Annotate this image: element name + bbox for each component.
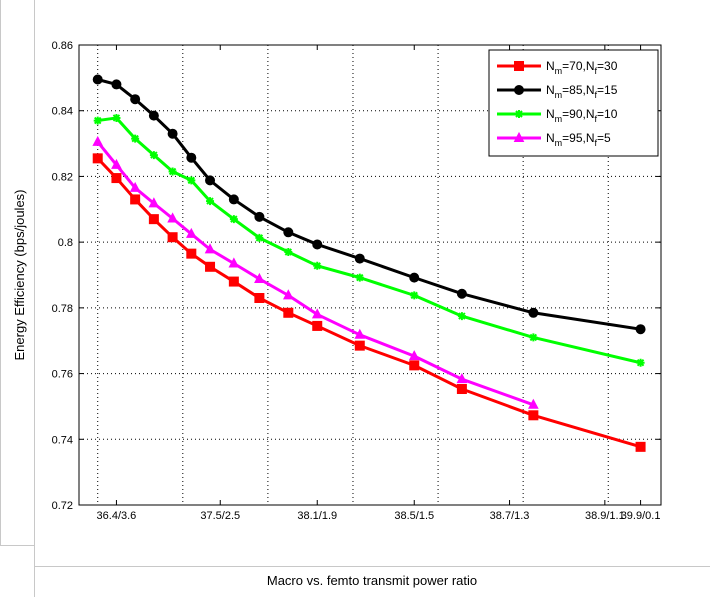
y-tick-label: 0.72 [52, 500, 73, 512]
data-point-3 [354, 328, 366, 339]
data-point-1 [167, 128, 178, 139]
plot-frame [78, 44, 662, 506]
x-tick-label: 39.9/0.1 [621, 510, 661, 522]
data-point-3 [228, 257, 240, 268]
data-point-2 [168, 167, 177, 176]
data-point-0 [283, 307, 294, 318]
figure-frame-left [34, 0, 35, 597]
data-point-1 [283, 227, 294, 238]
y-tick-label: 0.76 [52, 369, 73, 381]
data-point-1 [354, 253, 365, 264]
data-point-3 [528, 398, 539, 409]
data-point-2 [410, 291, 419, 300]
x-tick-label: 38.5/1.5 [394, 510, 434, 522]
x-tick-label: 38.1/1.9 [297, 510, 337, 522]
data-point-0 [167, 232, 178, 243]
y-tick-label: 0.78 [52, 303, 73, 315]
legend-marker-3 [513, 131, 525, 142]
data-point-2 [636, 358, 645, 367]
x-tick-label: 38.7/1.3 [490, 510, 530, 522]
data-point-1 [111, 79, 122, 90]
x-axis-label: Macro vs. femto transmit power ratio [267, 573, 477, 588]
data-point-0 [111, 173, 122, 184]
data-point-3 [185, 227, 197, 238]
data-point-3 [282, 289, 294, 300]
figure-frame-left-outer [0, 0, 1, 545]
data-point-0 [130, 194, 141, 205]
series-line-2 [97, 116, 641, 365]
data-point-2 [255, 233, 264, 242]
data-point-3 [456, 373, 468, 384]
data-point-2 [313, 261, 322, 270]
data-point-2 [284, 248, 293, 256]
data-point-1 [205, 175, 216, 186]
data-point-2 [457, 312, 466, 321]
y-tick-label: 0.74 [52, 434, 73, 446]
data-point-0 [312, 320, 323, 331]
data-point-3 [92, 135, 104, 146]
data-point-0 [635, 441, 646, 452]
y-tick-label: 0.84 [52, 106, 73, 118]
legend-label-2: Nm=90,Nf=10 [546, 107, 618, 124]
data-point-3 [129, 181, 141, 192]
legend-marker-2 [515, 110, 523, 118]
x-tick-label: 38.9/1.1 [585, 510, 625, 522]
data-point-0 [354, 340, 365, 351]
y-tick-label: 0.8 [58, 237, 73, 249]
data-point-1 [254, 211, 265, 222]
legend-marker-1 [514, 85, 524, 95]
data-point-1 [130, 94, 141, 105]
data-point-0 [456, 384, 467, 395]
y-tick-label: 0.86 [52, 40, 73, 52]
data-point-1 [456, 288, 467, 299]
data-point-2 [206, 197, 215, 206]
data-point-2 [187, 176, 196, 185]
data-point-1 [312, 239, 323, 250]
y-axis-label: Energy Efficiency (bps/joules) [12, 189, 27, 360]
series-line-0 [96, 157, 642, 449]
data-point-2 [93, 116, 102, 125]
legend-marker-0 [514, 61, 524, 71]
y-tick-label: 0.82 [52, 171, 73, 183]
data-point-1 [635, 324, 646, 335]
data-point-2 [131, 134, 140, 143]
data-point-0 [409, 360, 420, 371]
legend-label-3: Nm=95,Nf=5 [546, 131, 611, 148]
data-point-0 [254, 293, 265, 303]
x-tick-label: 36.4/3.6 [97, 510, 137, 522]
data-point-3 [148, 197, 160, 208]
legend-label-1: Nm=85,Nf=15 [546, 83, 618, 100]
data-point-2 [355, 273, 364, 282]
data-point-3 [111, 158, 122, 169]
data-point-2 [112, 113, 121, 122]
data-point-1 [148, 110, 159, 121]
data-point-0 [205, 261, 216, 272]
x-tick-label: 37.5/2.5 [200, 510, 240, 522]
legend-label-0: Nm=70,Nf=30 [546, 59, 618, 76]
data-point-0 [528, 410, 539, 421]
data-point-0 [148, 214, 159, 225]
data-point-3 [204, 243, 216, 254]
data-point-3 [408, 350, 420, 361]
data-point-0 [228, 276, 239, 287]
data-point-2 [229, 215, 238, 224]
data-point-1 [92, 74, 103, 85]
data-point-1 [409, 272, 420, 283]
series-line-1 [97, 78, 641, 331]
data-point-1 [528, 307, 539, 318]
data-point-3 [167, 212, 178, 223]
data-point-1 [186, 152, 197, 163]
data-point-2 [529, 333, 538, 342]
figure-frame-left-outer-bottom [0, 545, 35, 546]
data-point-2 [149, 151, 158, 160]
data-point-3 [311, 308, 323, 319]
data-point-1 [228, 194, 239, 205]
data-point-0 [186, 248, 197, 259]
figure-frame-bottom [34, 566, 710, 567]
data-point-0 [92, 153, 103, 164]
data-point-3 [254, 272, 265, 283]
